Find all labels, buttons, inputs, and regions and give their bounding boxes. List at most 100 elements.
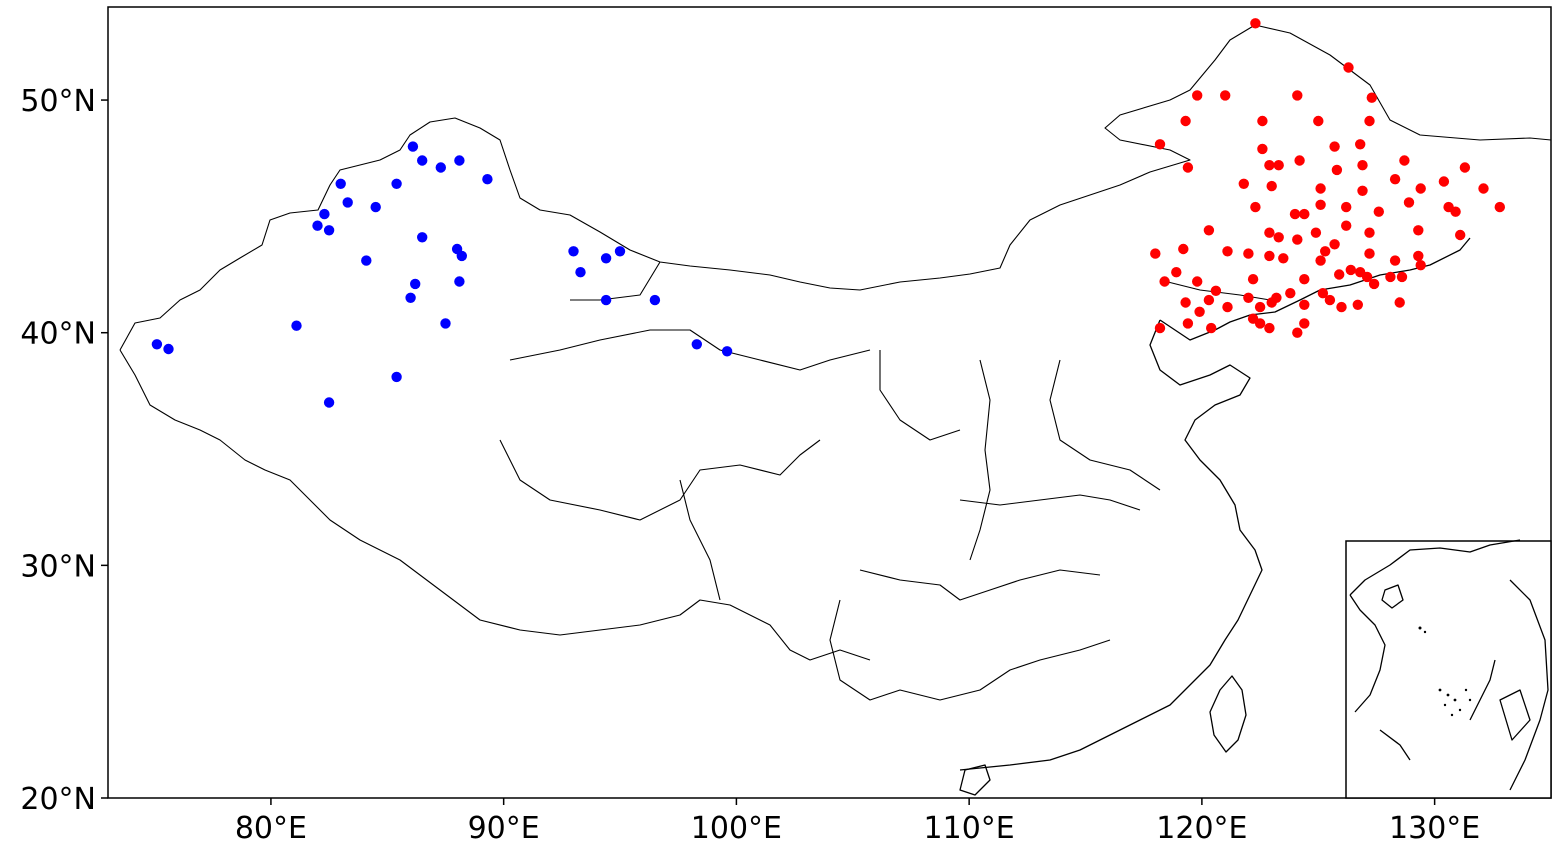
station-point bbox=[1364, 248, 1375, 259]
station-point bbox=[323, 225, 335, 236]
station-point bbox=[1257, 143, 1268, 155]
station-point bbox=[342, 197, 353, 208]
station-point bbox=[1352, 299, 1364, 310]
station-point bbox=[1394, 297, 1405, 308]
station-point bbox=[319, 208, 330, 220]
station-point bbox=[151, 339, 163, 350]
south-china-sea-inset bbox=[1345, 539, 1552, 799]
station-point bbox=[1299, 274, 1310, 285]
x-tick-label: 110°E bbox=[924, 811, 1015, 846]
station-point bbox=[456, 250, 467, 262]
station-point bbox=[1243, 248, 1254, 259]
station-point bbox=[1355, 139, 1366, 150]
station-point bbox=[1254, 301, 1266, 313]
x-tick-label: 120°E bbox=[1156, 811, 1247, 846]
station-point bbox=[454, 155, 465, 166]
station-point bbox=[1264, 250, 1275, 262]
station-point bbox=[1222, 301, 1233, 313]
station-point bbox=[1455, 229, 1466, 241]
station-point bbox=[1315, 183, 1326, 194]
map-frame bbox=[107, 6, 1552, 799]
station-point bbox=[1159, 276, 1170, 287]
y-tick-label: 40°N bbox=[20, 317, 96, 352]
station-point bbox=[291, 320, 302, 331]
station-point bbox=[1292, 234, 1303, 245]
station-point bbox=[1341, 220, 1352, 231]
station-point bbox=[370, 201, 381, 213]
station-point bbox=[1438, 176, 1450, 187]
station-point bbox=[1364, 115, 1375, 127]
province-boundaries bbox=[119, 24, 1552, 796]
station-point bbox=[1310, 227, 1322, 238]
x-tick-label: 100°E bbox=[691, 811, 782, 846]
station-markers bbox=[151, 18, 1506, 408]
station-point bbox=[575, 267, 586, 278]
station-point bbox=[1285, 288, 1296, 299]
station-point bbox=[1329, 239, 1340, 250]
station-point bbox=[1373, 206, 1385, 217]
station-point bbox=[1341, 201, 1352, 213]
station-point bbox=[1329, 141, 1340, 152]
station-point bbox=[417, 155, 428, 166]
station-point bbox=[1389, 174, 1401, 185]
y-axis: 20°N 30°N 40°N 50°N bbox=[20, 84, 108, 817]
station-point bbox=[1182, 318, 1194, 329]
station-point bbox=[163, 343, 174, 355]
station-point bbox=[1250, 18, 1261, 29]
station-point bbox=[417, 232, 428, 243]
station-point bbox=[1154, 139, 1166, 150]
station-point bbox=[1399, 155, 1410, 166]
station-point bbox=[1478, 183, 1489, 194]
station-point bbox=[1368, 278, 1380, 290]
station-point bbox=[1331, 164, 1343, 176]
station-point bbox=[407, 141, 419, 152]
station-point bbox=[1324, 294, 1336, 306]
station-point bbox=[323, 397, 335, 408]
station-point bbox=[1299, 208, 1310, 220]
station-point bbox=[1294, 155, 1305, 166]
station-point bbox=[1210, 285, 1222, 296]
station-point bbox=[440, 318, 451, 329]
station-point bbox=[1264, 322, 1275, 334]
station-point bbox=[1182, 162, 1194, 173]
station-point bbox=[600, 253, 612, 264]
station-point bbox=[1415, 260, 1426, 271]
y-tick-label: 50°N bbox=[20, 84, 96, 119]
station-point bbox=[1334, 269, 1345, 280]
station-point bbox=[1206, 322, 1217, 334]
station-point bbox=[1150, 248, 1161, 259]
station-point bbox=[1273, 160, 1284, 171]
station-point bbox=[1264, 227, 1275, 238]
y-tick-label: 30°N bbox=[20, 549, 96, 584]
x-tick-label: 130°E bbox=[1389, 811, 1480, 846]
station-point bbox=[1361, 271, 1373, 283]
station-point bbox=[1299, 318, 1310, 329]
station-point bbox=[1271, 292, 1282, 303]
station-point bbox=[1343, 62, 1354, 73]
station-point bbox=[721, 346, 733, 357]
station-point bbox=[1266, 180, 1277, 192]
station-point bbox=[614, 246, 626, 257]
station-point bbox=[1292, 90, 1303, 101]
station-point bbox=[1364, 227, 1375, 238]
x-tick-label: 90°E bbox=[468, 811, 540, 846]
station-point bbox=[1180, 115, 1191, 127]
station-point bbox=[1317, 288, 1329, 299]
station-point bbox=[391, 371, 402, 383]
station-point bbox=[1192, 90, 1203, 101]
x-tick-label: 80°E bbox=[235, 811, 307, 846]
station-point bbox=[1289, 208, 1301, 220]
station-point bbox=[1313, 115, 1324, 127]
station-point bbox=[1194, 306, 1205, 317]
station-point bbox=[1257, 115, 1268, 127]
station-point bbox=[1494, 201, 1506, 213]
station-point bbox=[435, 162, 446, 173]
x-axis: 80°E 90°E 100°E 110°E 120°E 130°E bbox=[235, 798, 1480, 846]
station-point bbox=[1315, 255, 1326, 266]
station-point bbox=[335, 178, 346, 189]
station-point bbox=[1403, 197, 1415, 208]
station-point bbox=[1278, 253, 1289, 264]
station-point bbox=[361, 255, 372, 266]
y-tick-label: 20°N bbox=[20, 782, 96, 817]
